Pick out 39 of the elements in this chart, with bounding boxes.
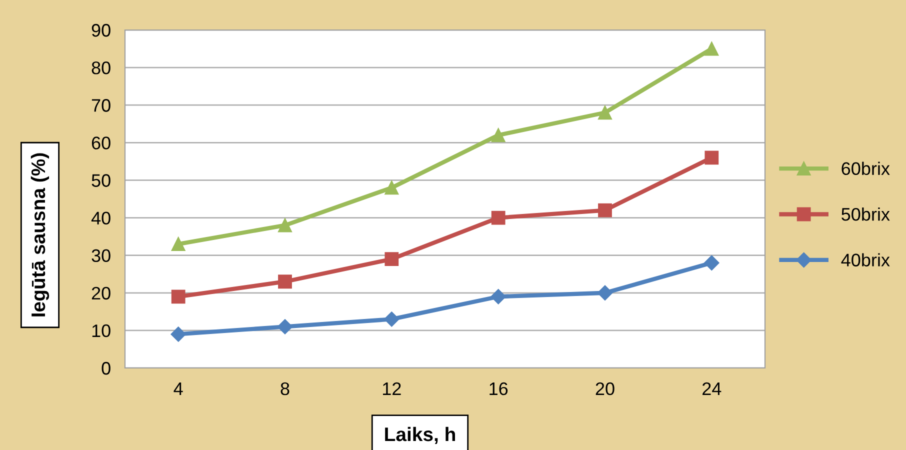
point bbox=[170, 326, 186, 342]
point bbox=[278, 274, 292, 289]
y-tick-label: 10 bbox=[92, 324, 110, 338]
point bbox=[278, 218, 292, 232]
point bbox=[704, 42, 719, 56]
y-tick-label: 30 bbox=[92, 249, 110, 262]
point bbox=[598, 106, 612, 120]
point bbox=[171, 237, 186, 252]
legend-label: 50brix bbox=[842, 207, 890, 221]
point bbox=[384, 180, 399, 195]
y-tick-label: 60 bbox=[92, 136, 110, 150]
legend-label: 40brix bbox=[841, 253, 890, 266]
point bbox=[490, 289, 506, 304]
point bbox=[598, 203, 612, 218]
legend-label: 60brix bbox=[842, 162, 890, 176]
x-axis-title: Laiks, h bbox=[385, 426, 455, 444]
point bbox=[277, 319, 293, 334]
x-tick-label: 4 bbox=[174, 382, 183, 395]
point bbox=[704, 255, 720, 270]
x-tick-label: 24 bbox=[702, 382, 722, 395]
y-tick-label: 0 bbox=[102, 362, 110, 375]
x-tick-label: 12 bbox=[383, 382, 401, 395]
point bbox=[491, 210, 506, 225]
x-tick-label: 20 bbox=[596, 382, 614, 396]
point bbox=[384, 252, 399, 266]
y-tick-label: 80 bbox=[92, 61, 110, 74]
point bbox=[597, 285, 613, 300]
x-tick-label: 16 bbox=[490, 382, 508, 396]
point bbox=[491, 128, 506, 142]
y-tick-label: 90 bbox=[92, 24, 110, 37]
y-tick-label: 20 bbox=[92, 286, 110, 300]
x-tick-label: 8 bbox=[280, 382, 290, 396]
y-axis-title: Iegūtā sausna (%) bbox=[30, 153, 50, 316]
point bbox=[704, 150, 719, 165]
y-tick-label: 50 bbox=[92, 174, 110, 187]
point bbox=[171, 290, 186, 304]
point bbox=[384, 312, 400, 327]
y-tick-label: 40 bbox=[91, 212, 110, 224]
y-tick-label: 70 bbox=[92, 99, 110, 112]
